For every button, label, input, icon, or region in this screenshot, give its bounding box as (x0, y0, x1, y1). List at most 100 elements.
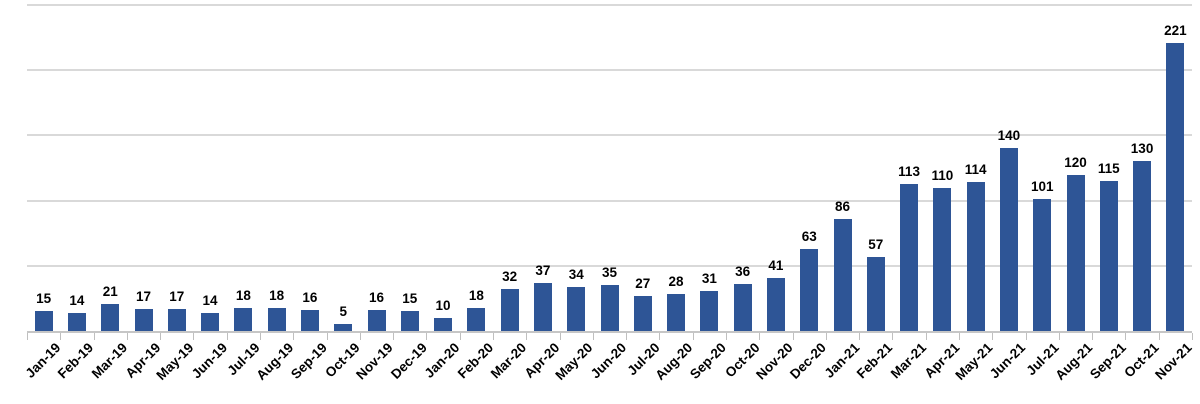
x-axis-label-Sep-20: Sep-20 (687, 340, 729, 382)
bar-Jan-21 (833, 218, 852, 331)
bar-value-label-Jul-19: 18 (235, 287, 251, 303)
axis-tick (1158, 333, 1160, 340)
x-axis-label-Jan-20: Jan-20 (421, 340, 463, 381)
bar-Oct-21 (1133, 161, 1152, 331)
x-axis-line (27, 331, 1192, 333)
bar-Jul-20 (633, 295, 652, 331)
bar-May-21 (966, 182, 985, 331)
axis-tick (626, 333, 628, 340)
bar-Feb-19 (67, 312, 86, 331)
bar-Mar-21 (900, 183, 919, 331)
axis-tick (126, 333, 128, 340)
bar-Jan-20 (434, 317, 453, 331)
x-axis-label-Feb-21: Feb-21 (854, 340, 896, 382)
bar-Sep-19 (300, 310, 319, 331)
bar-value-label-Mar-20: 32 (502, 269, 518, 285)
gridline-100 (27, 199, 1192, 202)
x-axis-label-Jan-19: Jan-19 (22, 340, 64, 381)
bar-May-19 (167, 308, 186, 331)
x-axis-label-Jan-21: Jan-21 (821, 340, 863, 381)
x-axis-label-Sep-19: Sep-19 (287, 340, 330, 382)
bar-Sep-20 (700, 290, 719, 331)
axis-tick (892, 333, 894, 340)
x-axis-label-Dec-19: Dec-19 (387, 340, 430, 382)
bar-Sep-21 (1099, 181, 1118, 331)
axis-tick (426, 333, 428, 340)
bar-value-label-May-20: 34 (568, 266, 584, 282)
bar-value-label-Apr-20: 37 (535, 262, 551, 278)
bar-value-label-Sep-21: 115 (1097, 161, 1120, 177)
bar-Jun-20 (600, 285, 619, 331)
x-axis-label-Jun-20: Jun-20 (587, 340, 630, 382)
bar-value-label-Nov-21: 221 (1164, 22, 1187, 38)
axis-tick (1058, 333, 1060, 340)
axis-tick (526, 333, 528, 340)
bar-value-label-Oct-19: 5 (339, 304, 347, 320)
axis-tick (692, 333, 694, 340)
bar-Nov-21 (1166, 42, 1185, 331)
bar-value-label-Nov-20: 41 (768, 257, 784, 273)
bar-value-label-Jun-19: 14 (202, 292, 218, 308)
x-axis-label-May-20: May-20 (552, 340, 596, 383)
axis-tick (393, 333, 395, 340)
bar-Jun-19 (201, 312, 220, 331)
axis-tick (1192, 333, 1193, 340)
bar-value-label-Mar-19: 21 (102, 283, 118, 299)
x-axis-label-Mar-19: Mar-19 (88, 340, 130, 382)
bar-value-label-Sep-20: 31 (701, 270, 717, 286)
gridline-50 (27, 264, 1192, 267)
axis-tick (459, 333, 461, 340)
bar-Jul-21 (1033, 199, 1052, 331)
bar-Jun-21 (999, 148, 1018, 331)
bar-value-label-Aug-19: 18 (269, 287, 285, 303)
axis-tick (592, 333, 594, 340)
axis-tick (925, 333, 927, 340)
axis-tick (293, 333, 295, 340)
x-axis-label-Mar-21: Mar-21 (887, 340, 929, 382)
bar-Dec-20 (800, 248, 819, 331)
axis-tick (60, 333, 62, 340)
bar-value-label-Jan-19: 15 (36, 291, 52, 307)
bar-value-label-Dec-19: 15 (402, 291, 418, 307)
bar-Jul-19 (234, 307, 253, 331)
axis-tick (859, 333, 861, 340)
bar-Mar-20 (500, 289, 519, 331)
axis-tick (326, 333, 328, 340)
axis-tick (260, 333, 261, 340)
x-axis-label-Nov-19: Nov-19 (353, 340, 397, 383)
x-axis-label-Feb-20: Feb-20 (454, 340, 496, 382)
axis-tick (659, 333, 661, 340)
bar-value-label-Aug-21: 120 (1064, 154, 1087, 170)
bar-Dec-19 (400, 311, 419, 331)
bar-Apr-19 (134, 308, 153, 331)
axis-tick (726, 333, 727, 340)
x-axis-label-Jun-21: Jun-21 (987, 340, 1029, 382)
gridline-200 (27, 69, 1192, 72)
bar-Nov-20 (766, 277, 785, 331)
bar-value-label-Jun-21: 140 (997, 128, 1021, 144)
bar-Oct-19 (334, 324, 353, 331)
x-axis-label-Sep-21: Sep-21 (1086, 340, 1129, 382)
axis-tick (359, 333, 361, 340)
bar-Nov-19 (367, 310, 386, 331)
bar-value-label-Jan-21: 86 (834, 198, 851, 214)
axis-tick (1092, 333, 1094, 340)
bar-value-label-Apr-21: 110 (931, 167, 954, 183)
axis-tick (1125, 333, 1127, 340)
bar-value-label-Feb-19: 14 (69, 292, 85, 308)
axis-tick (27, 333, 28, 340)
bar-value-label-May-21: 114 (964, 162, 987, 178)
bar-Oct-20 (733, 284, 752, 331)
bar-value-label-Mar-21: 113 (898, 163, 920, 179)
bar-value-label-Jan-20: 10 (435, 297, 451, 313)
bar-value-label-May-19: 17 (169, 288, 185, 304)
axis-tick (559, 333, 561, 340)
bar-value-label-Jul-21: 101 (1030, 179, 1054, 195)
bar-Mar-19 (101, 303, 120, 331)
axis-tick (226, 333, 228, 340)
bar-value-label-Jul-20: 27 (635, 275, 651, 291)
axis-tick (1025, 333, 1027, 340)
bar-value-label-Jun-20: 35 (601, 265, 618, 281)
x-axis-label-Mar-20: Mar-20 (487, 340, 530, 382)
